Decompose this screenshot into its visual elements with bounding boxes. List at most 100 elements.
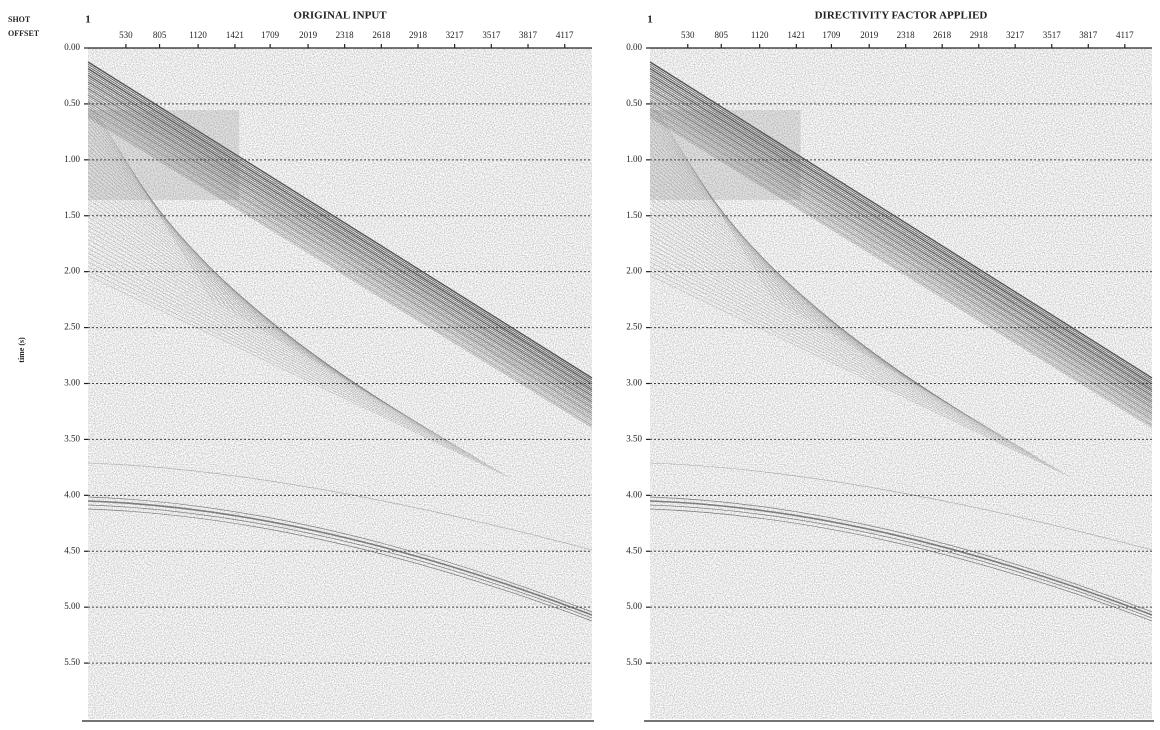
event-line	[649, 270, 1062, 473]
event-line	[87, 162, 321, 365]
event-line	[649, 194, 934, 396]
event-line	[87, 103, 593, 416]
event-line	[649, 140, 844, 342]
event-line	[649, 104, 784, 306]
event-line	[649, 81, 1153, 397]
shot-number: 1	[647, 14, 653, 26]
y-tick-label: 2.00	[626, 266, 642, 276]
event-line	[87, 158, 313, 361]
event-line	[87, 144, 290, 347]
event-line	[649, 239, 1010, 441]
event-line	[649, 74, 1153, 391]
x-tick-label: 3517	[1043, 30, 1062, 40]
panel-title: DIRECTIVITY FACTOR APPLIED	[815, 10, 988, 22]
event-line	[87, 185, 358, 388]
event-line	[649, 189, 927, 392]
y-tick-label: 5.00	[64, 601, 80, 611]
near-offset-energy	[650, 110, 801, 200]
event-line	[649, 167, 889, 369]
event-line	[87, 234, 441, 437]
event-line	[87, 96, 593, 411]
event-line	[87, 140, 283, 343]
event-line	[87, 257, 479, 460]
reflection	[649, 462, 1153, 551]
event-line	[649, 221, 979, 423]
y-tick-label: 5.50	[626, 657, 642, 667]
event-line	[649, 158, 874, 360]
event-line	[87, 108, 230, 311]
event-line	[649, 68, 1153, 385]
event-line	[649, 131, 829, 333]
event-line	[87, 243, 457, 446]
event-line	[649, 135, 836, 337]
y-tick-label: 5.50	[64, 657, 80, 667]
event-line	[649, 87, 1153, 403]
header-label: OFFSET	[8, 29, 40, 38]
event-line	[649, 103, 1153, 416]
event-line	[649, 230, 994, 432]
event-line	[87, 72, 593, 389]
event-line	[87, 61, 593, 379]
y-tick-label: 2.50	[626, 322, 642, 332]
x-tick-label: 530	[119, 30, 133, 40]
event-line	[649, 275, 1070, 477]
x-tick-label: 3517	[482, 30, 501, 40]
event-line	[649, 63, 1153, 381]
event-line	[87, 180, 351, 383]
x-tick-label: 3217	[446, 30, 465, 40]
x-tick-label: 2618	[372, 30, 391, 40]
x-tick-label: 530	[681, 30, 695, 40]
event-line	[87, 126, 260, 329]
event-line	[87, 99, 215, 302]
event-line	[649, 198, 942, 401]
event-line	[87, 135, 275, 338]
x-tick-label: 2019	[860, 30, 879, 40]
y-tick-label: 3.00	[64, 378, 80, 388]
event-line	[649, 112, 1153, 424]
event-line	[649, 252, 1032, 455]
reflection	[649, 496, 1153, 613]
event-line	[87, 122, 252, 325]
event-line	[649, 107, 1153, 421]
y-tick-label: 4.00	[626, 489, 642, 499]
event-line	[87, 207, 396, 410]
event-line	[87, 261, 487, 464]
event-line	[649, 72, 1153, 389]
event-line	[649, 101, 1153, 415]
event-line	[87, 171, 336, 374]
event-line	[87, 79, 593, 395]
event-line	[87, 83, 593, 399]
event-line	[649, 92, 1153, 407]
x-tick-label: 1709	[261, 30, 280, 40]
event-line	[87, 87, 593, 403]
event-line	[87, 275, 509, 478]
seismic-events	[87, 61, 593, 622]
event-line	[649, 126, 821, 328]
panel-title: ORIGINAL INPUT	[293, 10, 387, 22]
x-tick-label: 3217	[1006, 30, 1025, 40]
event-line	[649, 113, 799, 315]
x-tick-label: 2918	[970, 30, 989, 40]
event-line	[87, 77, 593, 393]
event-line	[87, 131, 268, 334]
event-line	[649, 203, 949, 405]
y-axis-label: time (s)	[17, 337, 26, 363]
x-tick-label: 1421	[787, 30, 805, 40]
reflection	[649, 500, 1153, 616]
event-line	[649, 162, 882, 364]
event-line	[649, 61, 1153, 379]
event-line	[87, 239, 449, 442]
event-line	[649, 171, 897, 373]
x-tick-label: 2618	[933, 30, 952, 40]
event-line	[649, 85, 1153, 401]
event-line	[649, 83, 1153, 399]
event-line	[649, 144, 851, 346]
event-line	[649, 114, 1153, 427]
event-line	[649, 266, 1055, 468]
event-line	[649, 70, 1153, 387]
event-line	[87, 149, 298, 352]
event-line	[87, 225, 426, 428]
event-line	[87, 117, 245, 320]
y-tick-label: 3.50	[626, 433, 642, 443]
